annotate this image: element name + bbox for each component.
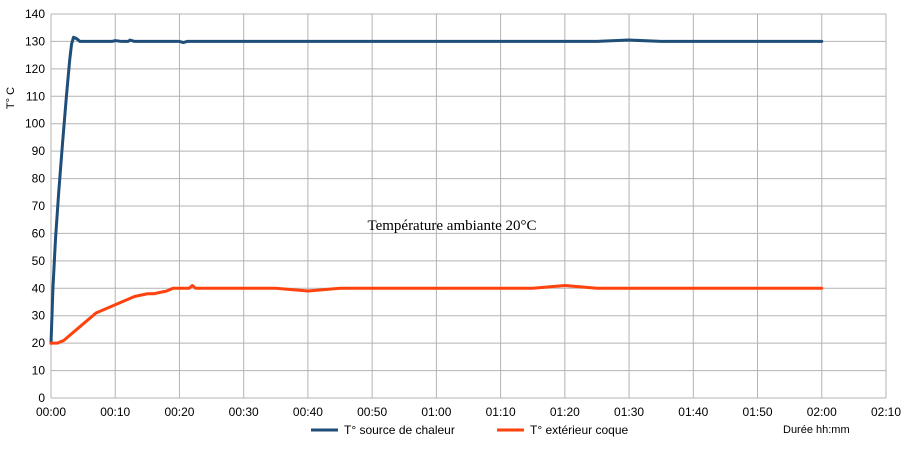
x-tick-label: 01:20 <box>550 405 580 419</box>
x-tick-label: 01:30 <box>614 405 644 419</box>
y-tick-label: 10 <box>32 364 46 378</box>
y-tick-label: 50 <box>32 254 46 268</box>
x-tick-label: 02:00 <box>807 405 837 419</box>
y-tick-label: 100 <box>25 117 45 131</box>
grid <box>50 13 887 399</box>
legend-label-source: T° source de chaleur <box>344 423 455 437</box>
y-tick-label: 40 <box>32 281 46 295</box>
x-tick-label: 02:10 <box>871 405 901 419</box>
x-tick-label: 01:50 <box>743 405 773 419</box>
series-line-coque <box>49 284 824 345</box>
axes: 0 10 20 30 40 50 60 70 80 90 100 110 120 130 140 00:00 0… <box>25 7 901 419</box>
x-tick-label: 00:30 <box>229 405 259 419</box>
x-tick-label: 00:10 <box>100 405 130 419</box>
x-tick-label: 01:10 <box>486 405 516 419</box>
x-axis-title: Durée hh:mm <box>783 424 850 436</box>
y-tick-label: 90 <box>32 144 46 158</box>
x-tick-label: 00:40 <box>293 405 323 419</box>
x-tick-label: 00:00 <box>36 405 66 419</box>
ambient-temperature-annotation: Température ambiante 20°C <box>367 218 536 234</box>
y-tick-label: 70 <box>32 199 46 213</box>
y-tick-label: 80 <box>32 172 46 186</box>
y-tick-label: 130 <box>25 34 45 48</box>
series-lines <box>49 35 824 345</box>
legend-label-coque: T° extérieur coque <box>530 423 629 437</box>
y-tick-label: 60 <box>32 226 46 240</box>
legend: T° source de chaleur T° extérieur coque <box>311 423 629 437</box>
x-tick-label: 01:00 <box>421 405 451 419</box>
y-tick-label: 30 <box>32 309 46 323</box>
x-tick-label: 01:40 <box>678 405 708 419</box>
y-tick-label: 110 <box>26 89 45 103</box>
y-tick-label: 120 <box>25 62 45 76</box>
x-tick-label: 00:50 <box>357 405 387 419</box>
y-axis-title: T° C <box>5 87 17 109</box>
y-tick-label: 0 <box>38 391 45 405</box>
y-tick-label: 20 <box>32 336 46 350</box>
x-tick-label: 00:20 <box>164 405 194 419</box>
y-tick-label: 140 <box>25 7 45 21</box>
series-line-source <box>49 35 824 345</box>
